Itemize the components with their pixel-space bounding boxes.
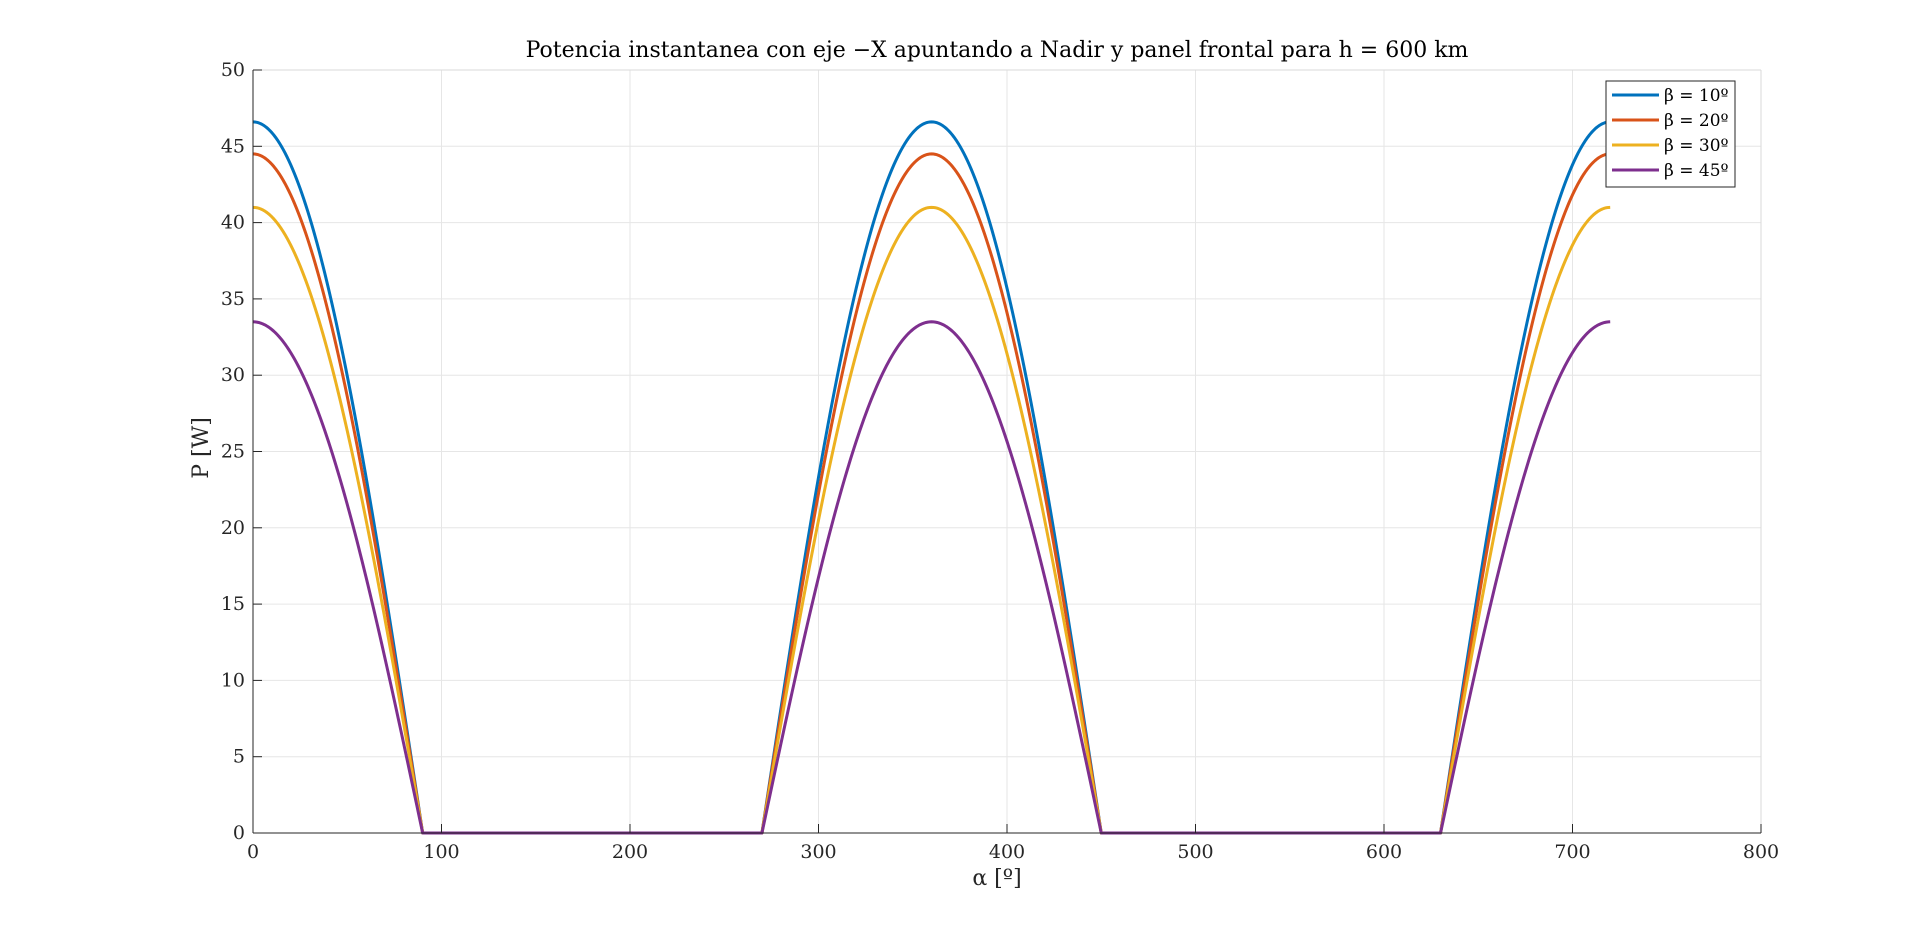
legend-label: β = 20º xyxy=(1664,111,1729,131)
x-tick-label: 800 xyxy=(1743,841,1779,863)
legend-label: β = 30º xyxy=(1664,136,1729,156)
y-tick-label: 45 xyxy=(221,135,245,157)
y-tick-label: 0 xyxy=(233,822,245,844)
y-tick-label: 10 xyxy=(221,669,245,691)
x-tick-label: 600 xyxy=(1366,841,1402,863)
y-tick-label: 40 xyxy=(221,212,245,234)
x-tick-label: 0 xyxy=(247,841,259,863)
chart-title: Potencia instantanea con eje −X apuntand… xyxy=(526,38,1469,63)
y-tick-label: 25 xyxy=(221,441,245,463)
y-tick-label: 20 xyxy=(221,517,245,539)
y-tick-label: 5 xyxy=(233,746,245,768)
x-tick-label: 400 xyxy=(989,841,1025,863)
x-tick-label: 300 xyxy=(800,841,836,863)
y-tick-label: 50 xyxy=(221,59,245,81)
x-axis-label: α [º] xyxy=(972,866,1021,891)
y-tick-label: 30 xyxy=(221,364,245,386)
ticks: 0 100 200 300 400 500 600 700 800 0 5 10 15 20 25 30 35 4… xyxy=(221,59,1779,863)
x-tick-label: 100 xyxy=(423,841,459,863)
x-tick-label: 500 xyxy=(1177,841,1213,863)
legend-label: β = 45º xyxy=(1664,161,1729,181)
x-tick-label: 200 xyxy=(612,841,648,863)
y-tick-label: 35 xyxy=(221,288,245,310)
y-axis-label: P [W] xyxy=(189,417,214,479)
y-tick-label: 15 xyxy=(221,593,245,615)
x-tick-label: 700 xyxy=(1554,841,1590,863)
legend-label: β = 10º xyxy=(1664,86,1729,106)
legend: β = 10º β = 20º β = 30º β = 45º xyxy=(1605,80,1736,188)
